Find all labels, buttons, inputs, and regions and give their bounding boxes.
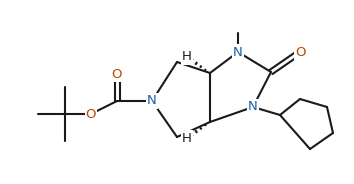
Text: N: N <box>147 95 157 107</box>
Text: O: O <box>295 45 305 59</box>
Text: H: H <box>182 132 192 144</box>
Text: N: N <box>248 100 258 114</box>
Text: H: H <box>182 50 192 63</box>
Text: O: O <box>112 68 122 81</box>
Text: O: O <box>86 107 96 121</box>
Text: N: N <box>233 45 243 59</box>
